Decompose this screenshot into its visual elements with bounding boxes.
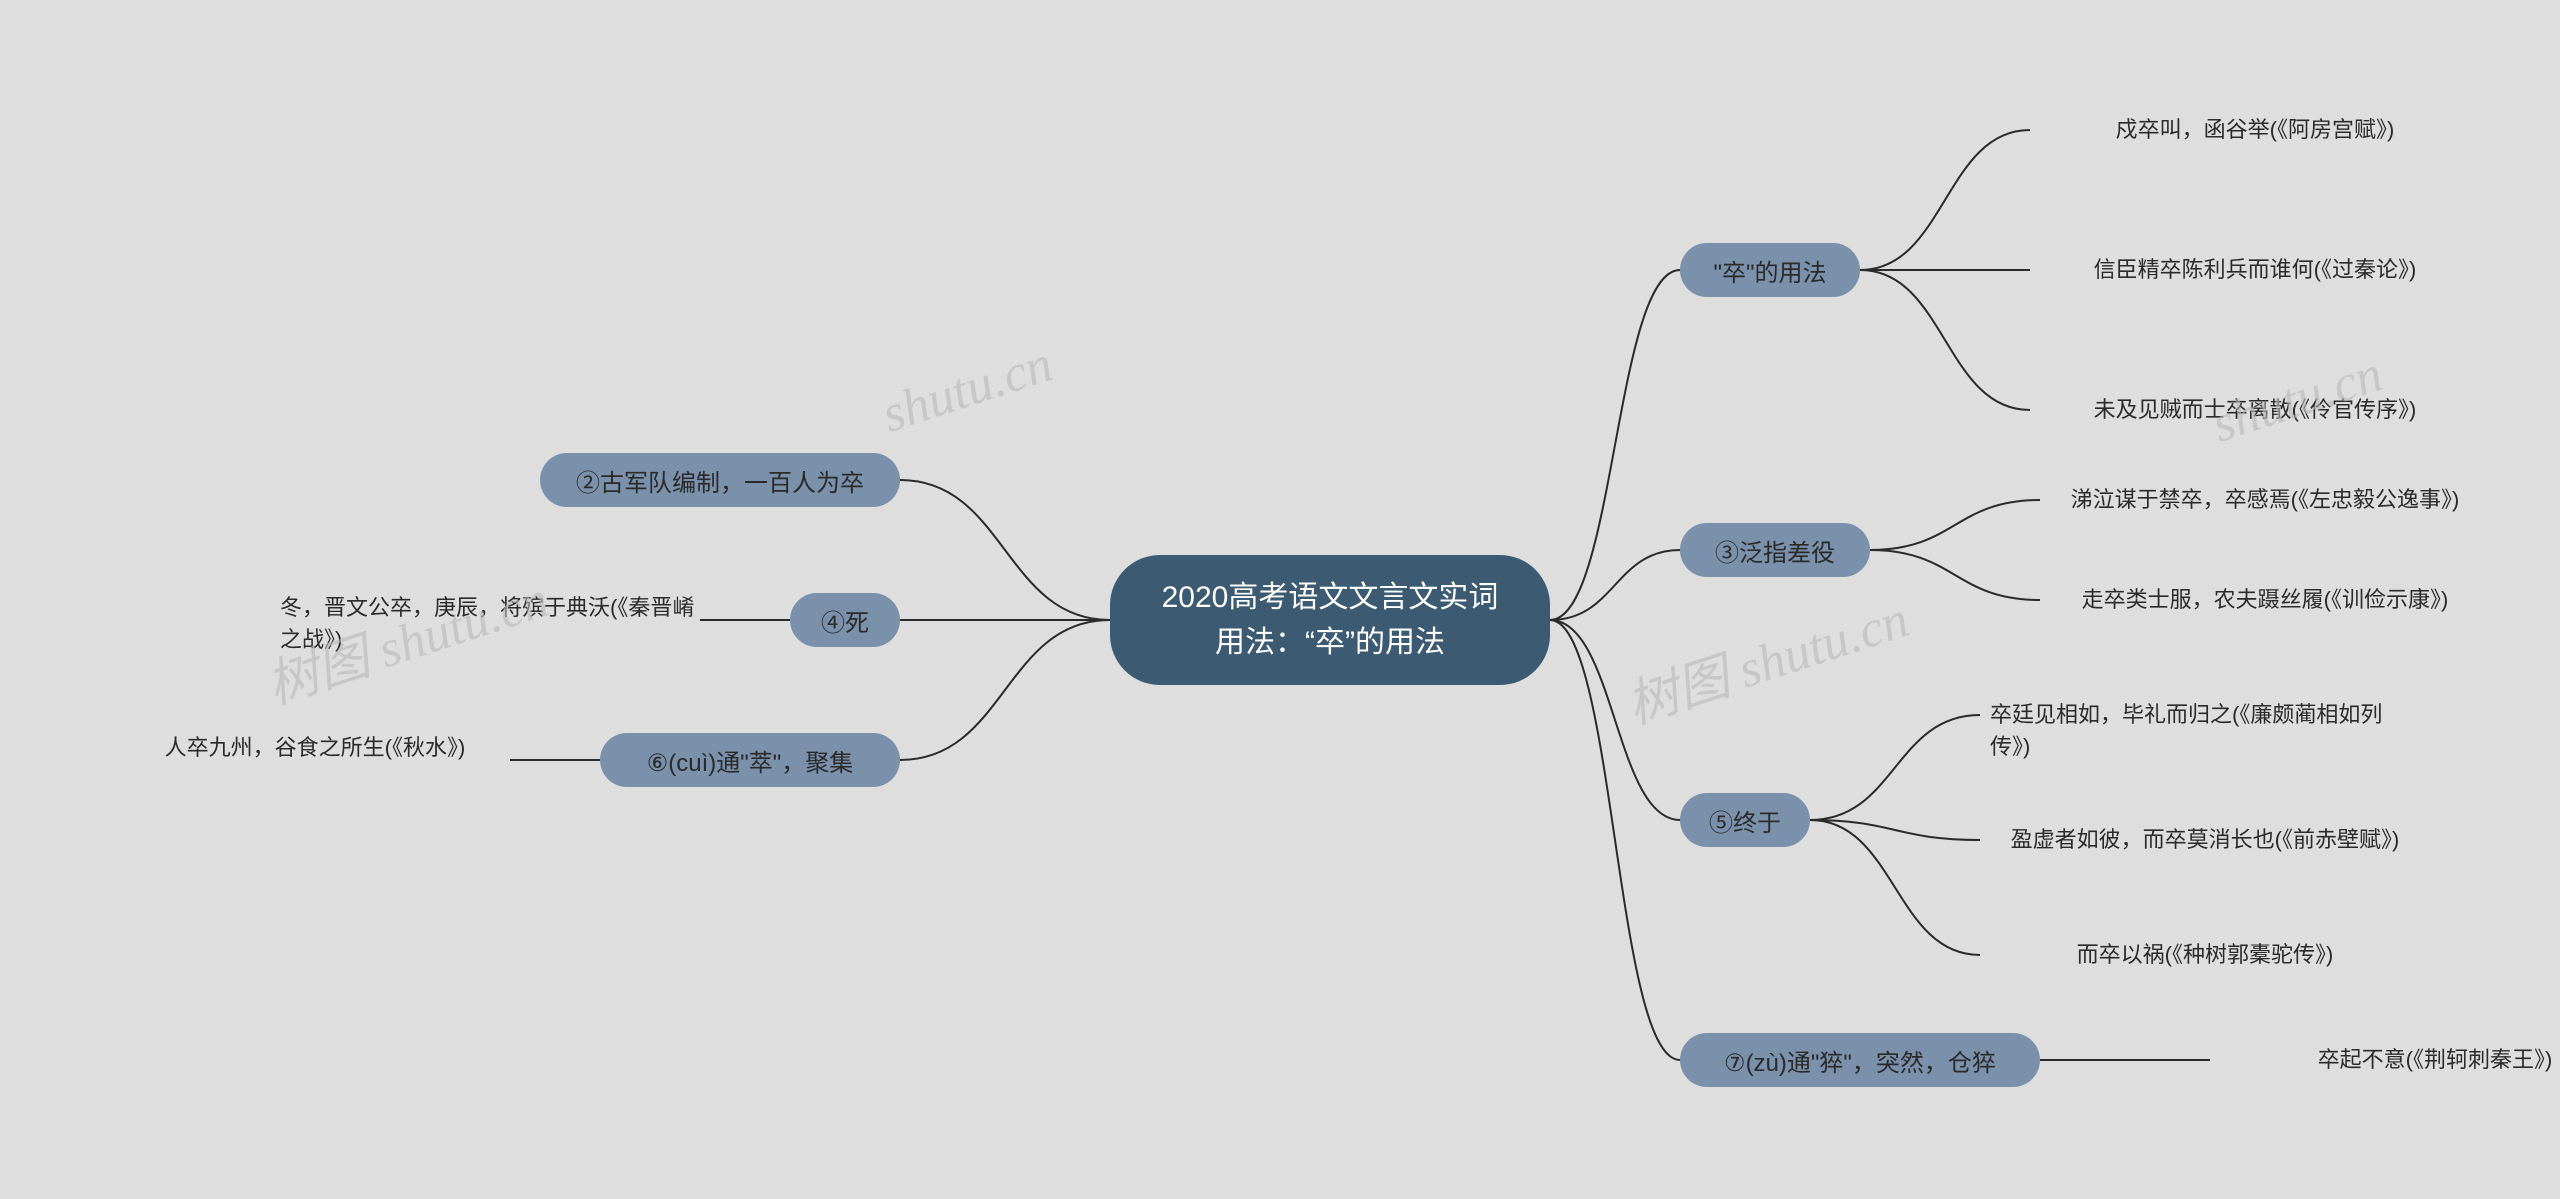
leaf-l3a: 人卒九州，谷食之所生(《秋水》)	[120, 732, 510, 764]
root-node: 2020高考语文文言文实词 用法：“卒”的用法	[1110, 555, 1550, 685]
watermark-2: 树图 shutu.cn	[1616, 577, 1917, 738]
leaf-r2a: 涕泣谋于禁卒，卒感焉(《左忠毅公逸事》)	[2050, 484, 2480, 516]
leaf-r1b: 信臣精卒陈利兵而谁何(《过秦论》)	[2040, 254, 2470, 286]
leaf-r3c: 而卒以祸(《种树郭橐驼传》)	[1990, 939, 2420, 971]
branch-r1: "卒"的用法	[1680, 243, 1860, 297]
root-line1: 2020高考语文文言文实词	[1162, 575, 1499, 620]
leaf-r3b: 盈虚者如彼，而卒莫消长也(《前赤壁赋》)	[1990, 824, 2420, 856]
root-line2: 用法：“卒”的用法	[1162, 620, 1499, 665]
watermark-1: shutu.cn	[875, 334, 1059, 444]
leaf-l2a: 冬，晋文公卒，庚辰，将殡于典沃(《秦晋崤之战》)	[280, 592, 700, 656]
leaf-r1a: 戍卒叫，函谷举(《阿房宫赋》)	[2040, 114, 2470, 146]
branch-l3: ⑥(cuì)通"萃"，聚集	[600, 733, 900, 787]
branch-r3: ⑤终于	[1680, 793, 1810, 847]
branch-l2: ④死	[790, 593, 900, 647]
leaf-r4a: 卒起不意(《荆轲刺秦王》)	[2220, 1044, 2560, 1076]
branch-r2: ③泛指差役	[1680, 523, 1870, 577]
leaf-r2b: 走卒类士服，农夫蹑丝履(《训俭示康》)	[2050, 584, 2480, 616]
leaf-r3a: 卒廷见相如，毕礼而归之(《廉颇蔺相如列传》)	[1990, 699, 2420, 763]
branch-l1: ②古军队编制，一百人为卒	[540, 453, 900, 507]
branch-r4: ⑦(zù)通"猝"，突然，仓猝	[1680, 1033, 2040, 1087]
leaf-r1c: 未及见贼而士卒离散(《伶官传序》)	[2040, 394, 2470, 426]
